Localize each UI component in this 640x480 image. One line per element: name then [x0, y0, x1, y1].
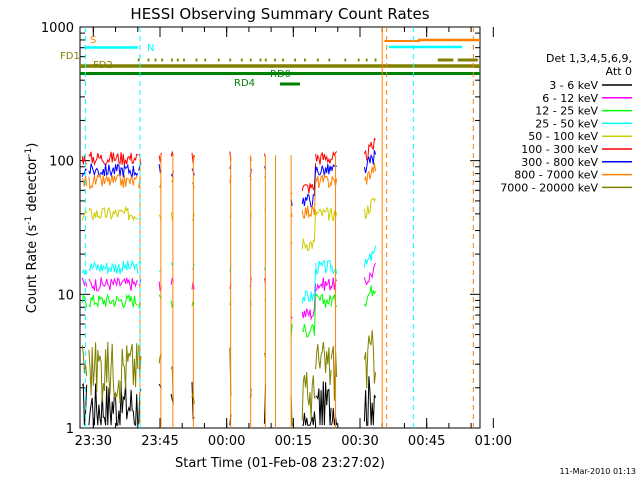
- series-segment: [301, 269, 317, 304]
- series-segment: [301, 177, 317, 219]
- series-segment: [315, 277, 332, 292]
- series-segment: [301, 209, 317, 252]
- series-segment: [315, 151, 332, 165]
- x-tick-label: 01:00: [475, 434, 512, 449]
- x-tick-label: 00:45: [408, 434, 445, 449]
- y-axis-label-sup: -1: [24, 148, 34, 157]
- x-tick-label: 00:00: [208, 434, 245, 449]
- series-segment: [88, 341, 139, 404]
- series-segment: [363, 197, 377, 219]
- legend-entry-label: 12 - 25 keV: [535, 105, 598, 118]
- series-segment: [301, 372, 316, 421]
- flag-label-rd0: RD0: [270, 69, 291, 80]
- series-segment: [81, 382, 88, 426]
- legend-entry-label: 300 - 800 keV: [521, 156, 598, 169]
- y-axis-label-part: Count Rate (s: [25, 225, 40, 314]
- legend-entry-label: 800 - 7000 keV: [514, 169, 598, 182]
- series-segment: [363, 330, 377, 389]
- series-segment: [88, 151, 139, 167]
- x-tick-label: 00:15: [275, 434, 312, 449]
- y-tick-label: 1: [66, 422, 74, 437]
- data-dropouts: [139, 27, 383, 428]
- x-axis: 23:30 23:45 00:00 00:15 00:30 00:45 01:00: [75, 27, 512, 449]
- y-axis-label-part: ): [25, 143, 40, 148]
- series-segment: [315, 341, 332, 386]
- y-axis-label-part: detector: [25, 156, 40, 216]
- series-segment: [363, 137, 376, 161]
- series-segment: [315, 173, 332, 189]
- series-line: [81, 245, 377, 304]
- series-line: [81, 197, 377, 252]
- plot-frame: [79, 26, 481, 429]
- series-segment: [81, 155, 87, 165]
- x-axis-label: Start Time (01-Feb-08 23:27:02): [175, 456, 385, 471]
- footer-date: 11-Mar-2010 01:13: [560, 467, 637, 476]
- series-segment: [301, 166, 317, 208]
- series-line: [81, 285, 377, 338]
- series-segment: [88, 293, 138, 309]
- x-tick-label: 23:30: [75, 434, 112, 449]
- series-segment: [88, 163, 139, 179]
- series-segment: [81, 168, 88, 177]
- series-segment: [88, 380, 139, 427]
- flag-label-s: S: [90, 35, 96, 46]
- series-segment: [315, 163, 332, 177]
- series-segment: [301, 163, 317, 194]
- y-tick-label: 10: [57, 288, 74, 303]
- series-segment: [81, 345, 88, 377]
- series-segment: [315, 381, 332, 426]
- series-segment: [301, 283, 317, 321]
- legend-entry-label: 6 - 12 keV: [542, 92, 598, 105]
- series-segment: [315, 207, 332, 221]
- series-layer: [81, 27, 474, 428]
- y-tick-label: 100: [49, 155, 74, 170]
- series-segment: [81, 175, 88, 187]
- series-segment: [88, 205, 139, 222]
- y-axis-label-sup: -1: [24, 216, 34, 225]
- series-segment: [81, 268, 88, 276]
- series-segment: [363, 150, 377, 174]
- chart-title: HESSI Observing Summary Count Rates: [130, 5, 429, 23]
- y-axis: 1 10 100 1000: [41, 21, 480, 437]
- series-segment: [315, 293, 332, 308]
- series-segment: [363, 245, 377, 268]
- series-segment: [363, 162, 377, 185]
- flag-label-fd1: FD1: [60, 51, 80, 62]
- series-segment: [330, 150, 338, 161]
- series-segment: [88, 173, 138, 191]
- legend-header: Det 1,3,4,5,6,9,: [546, 52, 632, 65]
- series-segment: [363, 376, 377, 426]
- x-tick-label: 23:45: [141, 434, 178, 449]
- flag-label-n: N: [147, 43, 154, 54]
- series-line: [81, 262, 377, 321]
- series-segment: [315, 260, 332, 275]
- series-segment: [363, 262, 377, 286]
- legend-header: Att 0: [606, 65, 632, 78]
- series-segment: [88, 277, 138, 292]
- series-segment: [170, 150, 174, 157]
- legend-entry-label: 100 - 300 keV: [521, 143, 598, 156]
- flag-bars: S N FD1 FD2 RD0 RD4: [60, 35, 480, 89]
- y-axis-label: Count Rate (s-1 detector-1): [24, 143, 40, 314]
- series-segment: [81, 293, 88, 308]
- series-segment: [88, 259, 139, 275]
- flag-label-rd4: RD4: [234, 78, 255, 89]
- series-segment: [81, 277, 88, 287]
- series-segment: [302, 411, 317, 426]
- y-tick-label: 1000: [41, 21, 74, 36]
- plot-area: [79, 26, 481, 429]
- series-segment: [81, 209, 88, 221]
- series-segment: [302, 294, 317, 338]
- legend-entry-label: 7000 - 20000 keV: [500, 181, 598, 194]
- legend-entry-label: 25 - 50 keV: [535, 117, 598, 130]
- legend-entry-label: 3 - 6 keV: [549, 79, 598, 92]
- flag-label-fd2: FD2: [93, 60, 113, 71]
- series-segment: [363, 285, 377, 308]
- legend-entry-label: 50 - 100 keV: [528, 130, 598, 143]
- event-markers: [84, 27, 474, 428]
- x-tick-label: 00:30: [341, 434, 378, 449]
